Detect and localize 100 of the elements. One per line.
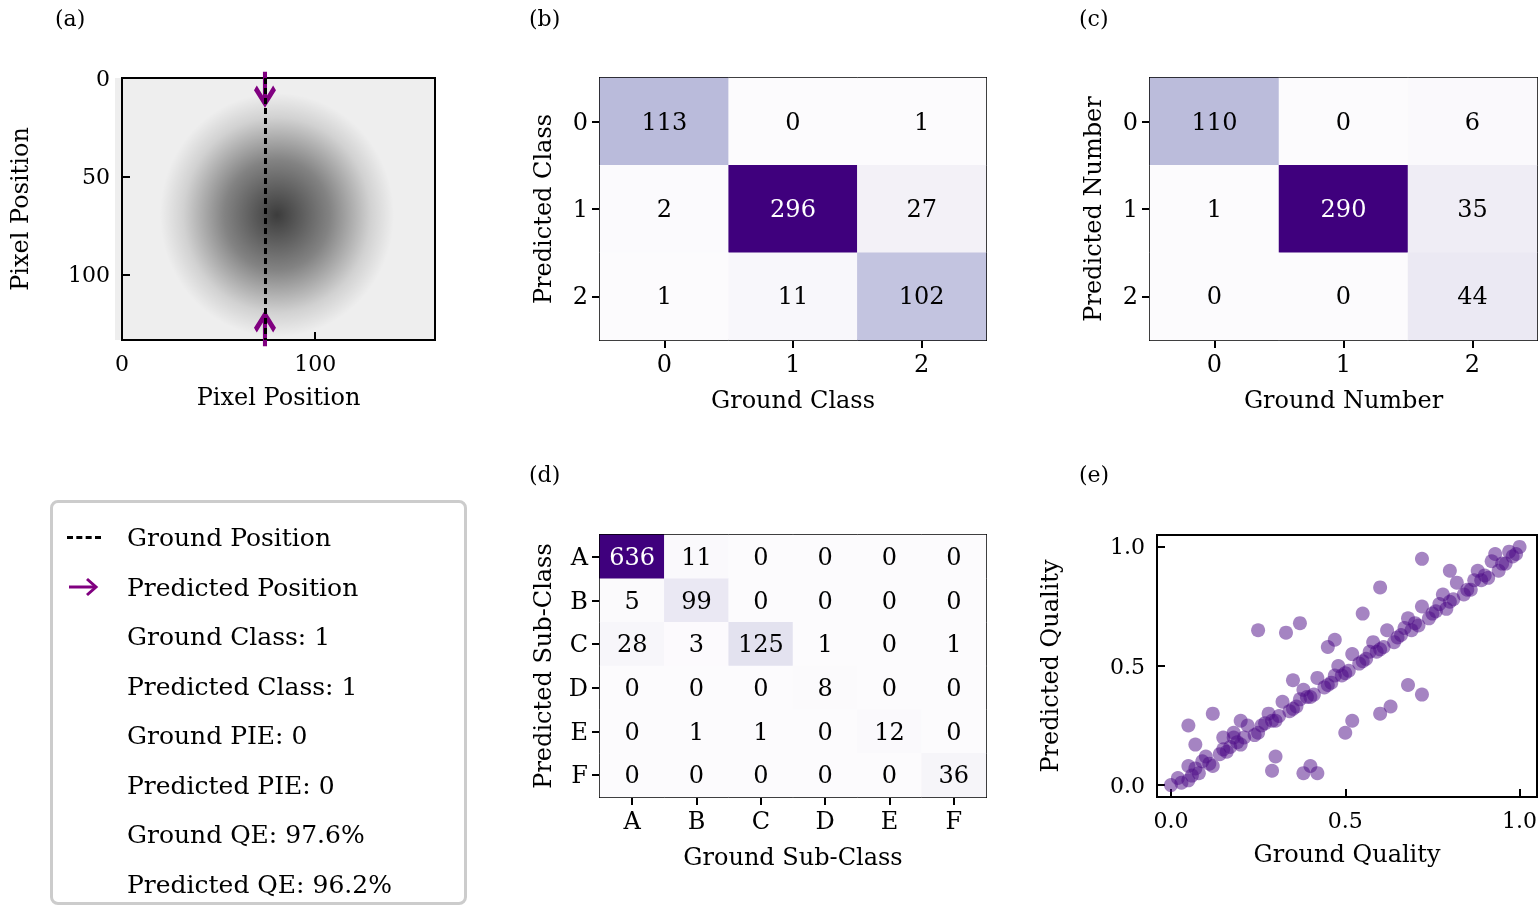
text: Predicted Class: 1: [126, 670, 359, 703]
y-tick-label: F: [571, 761, 588, 790]
y-tick-label: C: [569, 630, 588, 659]
x-axis-title: Ground Quality: [1253, 840, 1441, 868]
chart-title: (b): [529, 5, 561, 31]
data-label: 0: [881, 673, 898, 702]
y-tick-label: A: [569, 542, 589, 571]
text: Ground Class: 1: [126, 621, 332, 653]
data-label: 1: [688, 717, 705, 746]
y-axis-title: Predicted Sub-Class: [529, 543, 557, 789]
y-tick-label: 0.0: [1110, 772, 1145, 798]
data-label: 1: [753, 717, 769, 746]
data-label: 12: [874, 717, 905, 746]
x-axis-title: Ground Sub-Class: [683, 843, 903, 871]
data-label: 0: [881, 630, 898, 659]
data-label: 36: [938, 761, 970, 790]
data-label: 99: [681, 586, 712, 615]
data-label: 1: [656, 282, 672, 311]
data-label: 113: [641, 107, 688, 136]
legend-label: Ground Position: [127, 522, 332, 554]
x-tick-label: D: [815, 807, 835, 835]
x-tick-label: A: [622, 807, 642, 835]
text: Ground PIE: 0: [126, 720, 309, 752]
x-tick-label: 0: [115, 350, 129, 376]
x-tick-label: B: [687, 807, 706, 835]
data-label: 11: [777, 282, 809, 311]
x-tick-label: 0: [1206, 350, 1223, 378]
data-label: 2: [656, 195, 672, 223]
data-label: 0: [817, 717, 833, 746]
data-label: 0: [946, 542, 962, 571]
text: Ground QE: 97.6%: [126, 819, 366, 851]
data-label: 102: [898, 282, 945, 311]
data-label: 28: [616, 630, 648, 659]
x-tick-label: 2: [1464, 350, 1481, 378]
data-label: 0: [946, 673, 962, 702]
y-axis-title: Pixel Position: [6, 127, 34, 291]
data-label: 0: [785, 107, 801, 136]
data-label: 0: [881, 586, 898, 615]
chart-title: (d): [529, 461, 561, 487]
y-tick-label: 100: [68, 262, 110, 288]
data-label: 1: [914, 107, 930, 136]
data-label: 636: [609, 542, 656, 571]
data-label: 0: [624, 717, 640, 746]
x-tick-label: 100: [294, 350, 337, 376]
data-label: 0: [753, 586, 769, 615]
y-tick-label: 2: [572, 282, 588, 311]
y-tick-label: 1.0: [1110, 534, 1145, 560]
data-label: 0: [946, 586, 962, 615]
x-tick-label: 1.0: [1502, 807, 1538, 833]
data-label: 296: [770, 195, 816, 223]
data-label: 0: [624, 673, 640, 702]
data-label: 0: [817, 586, 833, 615]
x-tick-label: C: [751, 807, 771, 835]
data-label: 1: [946, 630, 962, 659]
y-tick-label: 0: [96, 65, 110, 91]
data-label: 0: [817, 761, 833, 790]
data-label: 0: [817, 542, 833, 571]
x-tick-label: 2: [914, 350, 930, 378]
data-label: 44: [1457, 282, 1488, 311]
x-tick-label: 1: [1335, 350, 1352, 378]
data-label: 27: [906, 195, 937, 223]
text: Predicted QE: 96.2%: [126, 868, 393, 901]
x-axis-title: Pixel Position: [196, 383, 361, 411]
x-axis-title: Ground Class: [711, 386, 875, 414]
data-label: 0: [624, 761, 640, 790]
y-tick-label: 1: [572, 195, 588, 223]
y-tick-label: D: [568, 673, 588, 702]
y-tick-label: 1: [1122, 195, 1138, 223]
data-label: 1: [817, 630, 833, 659]
y-tick-label: 0: [572, 107, 588, 136]
data-label: 0: [881, 761, 898, 790]
data-label: 0: [753, 542, 769, 571]
y-axis-title: Predicted Quality: [1036, 558, 1064, 773]
data-label: 0: [688, 761, 705, 790]
data-label: 11: [681, 542, 712, 571]
y-tick-label: 0: [1122, 107, 1138, 136]
text: Predicted PIE: 0: [126, 769, 336, 802]
data-label: 0: [1335, 107, 1352, 136]
data-label: 8: [817, 673, 833, 702]
chart-title: (a): [55, 5, 86, 31]
data-label: 1: [1206, 195, 1223, 223]
x-axis-title: Ground Number: [1243, 386, 1444, 414]
data-label: 0: [881, 542, 898, 571]
x-tick-label: 1: [785, 350, 801, 378]
y-tick-label: B: [570, 586, 588, 615]
data-label: 6: [1464, 107, 1481, 136]
y-tick-label: 50: [82, 164, 110, 189]
x-tick-label: 0: [656, 350, 672, 378]
legend-label: Predicted Position: [127, 571, 359, 604]
data-label: 125: [737, 630, 784, 659]
chart-title: (e): [1079, 461, 1110, 487]
data-label: 0: [753, 673, 769, 702]
y-tick-label: 2: [1122, 282, 1138, 311]
data-label: 110: [1191, 107, 1238, 136]
x-tick-label: 0.5: [1327, 807, 1363, 833]
y-tick-label: E: [570, 717, 588, 746]
x-tick-label: 0.0: [1153, 807, 1189, 833]
data-label: 0: [946, 717, 962, 746]
data-label: 35: [1457, 195, 1488, 223]
data-label: 0: [1206, 282, 1223, 311]
